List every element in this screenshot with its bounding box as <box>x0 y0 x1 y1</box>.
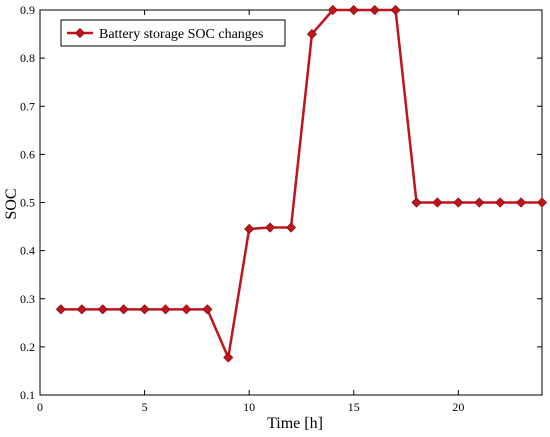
legend-marker-swatch <box>74 27 86 39</box>
data-point-marker <box>306 28 317 40</box>
data-point-marker <box>97 304 108 315</box>
x-axis-label: Time [h] <box>267 415 323 432</box>
data-point-marker <box>327 4 338 16</box>
data-point-marker <box>202 304 213 315</box>
x-tick-label: 5 <box>142 400 148 414</box>
x-tick-label: 0 <box>37 400 43 414</box>
data-point-marker <box>55 304 66 315</box>
data-point-marker <box>181 304 192 315</box>
x-axis-ticks: 0 5 10 15 20 <box>37 10 464 414</box>
data-point-marker <box>348 4 359 16</box>
x-tick-label: 20 <box>452 400 464 414</box>
y-tick-label: 0.8 <box>20 51 35 65</box>
y-tick-label: 0.3 <box>20 292 35 306</box>
data-point-marker <box>411 197 422 208</box>
data-point-marker <box>390 4 401 16</box>
data-point-marker <box>369 4 380 16</box>
data-point-marker <box>265 222 276 233</box>
data-point-marker <box>474 197 485 208</box>
series-line <box>60 8 542 359</box>
y-tick-label: 0.9 <box>20 3 35 17</box>
y-tick-label: 0.4 <box>20 244 35 258</box>
data-point-marker <box>495 197 506 208</box>
data-point-marker <box>76 304 87 315</box>
data-point-marker <box>244 223 255 235</box>
y-axis-ticks: 0.1 0.2 0.3 0.4 0.5 0.6 0.7 0.8 0.9 <box>20 3 542 402</box>
x-tick-label: 15 <box>348 400 360 414</box>
data-point-marker <box>516 197 527 208</box>
y-tick-label: 0.5 <box>20 196 35 210</box>
data-point-marker <box>536 197 548 208</box>
y-tick-label: 0.2 <box>20 340 35 354</box>
data-point-marker <box>432 197 443 208</box>
x-tick-label: 10 <box>243 400 255 414</box>
data-point-marker <box>285 222 297 233</box>
legend: Battery storage SOC changes <box>60 19 286 47</box>
y-tick-label: 0.6 <box>20 147 35 161</box>
data-point-marker <box>160 304 171 315</box>
legend-box <box>60 19 286 47</box>
legend-series-label: Battery storage SOC changes <box>99 27 263 42</box>
y-tick-label: 0.7 <box>20 99 35 113</box>
y-axis-label: SOC <box>3 188 20 219</box>
series-layer <box>55 4 548 363</box>
data-point-marker <box>453 197 464 208</box>
data-point-marker <box>118 304 129 315</box>
y-tick-label: 0.1 <box>20 388 35 402</box>
data-point-marker <box>139 304 150 315</box>
data-point-marker <box>223 352 234 363</box>
